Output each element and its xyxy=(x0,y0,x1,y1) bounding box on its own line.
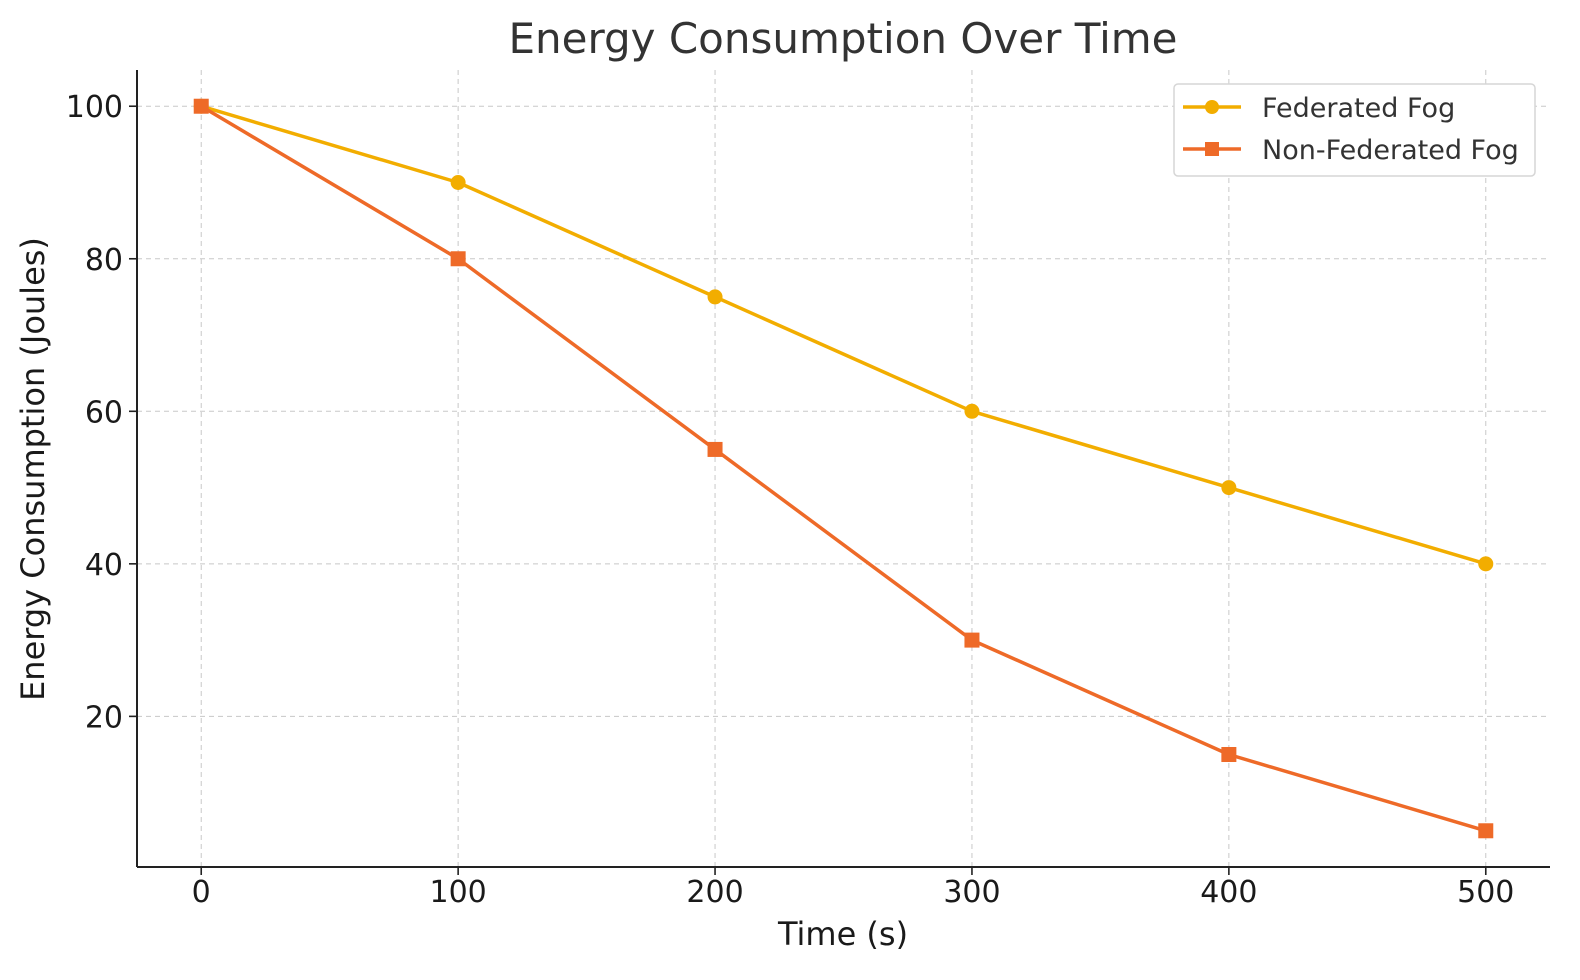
y-tick-label: 20 xyxy=(85,700,123,735)
data-point-federated-fog xyxy=(1478,556,1494,572)
data-point-non-federated-fog xyxy=(193,98,209,114)
data-point-federated-fog xyxy=(707,289,723,305)
x-tick-label: 0 xyxy=(192,875,211,910)
grid xyxy=(137,70,1550,867)
axes xyxy=(136,70,1550,868)
series xyxy=(193,98,1494,839)
y-tick-label: 100 xyxy=(66,90,123,125)
chart-title: Energy Consumption Over Time xyxy=(508,14,1177,63)
data-point-federated-fog xyxy=(1221,480,1237,496)
series-line-non-federated-fog xyxy=(200,104,1487,833)
x-tick-label: 500 xyxy=(1457,875,1514,910)
legend-marker-federated-fog xyxy=(1205,100,1219,114)
data-point-non-federated-fog xyxy=(450,251,466,267)
legend: Federated Fog Non-Federated Fog xyxy=(1173,83,1536,177)
x-tick-label: 300 xyxy=(943,875,1000,910)
legend-label-non-federated-fog: Non-Federated Fog xyxy=(1262,135,1519,166)
x-tick-label: 200 xyxy=(686,875,743,910)
x-tick-label: 100 xyxy=(430,875,487,910)
data-point-federated-fog xyxy=(450,174,466,190)
series-line-federated-fog xyxy=(200,104,1487,566)
data-point-non-federated-fog xyxy=(1478,823,1494,839)
legend-marker-non-federated-fog xyxy=(1205,142,1219,156)
legend-frame xyxy=(1173,83,1536,177)
data-point-federated-fog xyxy=(964,403,980,419)
data-point-non-federated-fog xyxy=(1221,747,1237,763)
data-point-non-federated-fog xyxy=(964,632,980,648)
data-point-non-federated-fog xyxy=(707,441,723,457)
y-tick-label: 40 xyxy=(85,548,123,583)
y-tick-label: 60 xyxy=(85,395,123,430)
ticks: 0 100 200 300 400 500 20 40 60 80 100 xyxy=(66,90,1515,910)
x-axis-title: Time (s) xyxy=(777,915,908,953)
y-tick-label: 80 xyxy=(85,243,123,278)
x-tick-label: 400 xyxy=(1200,875,1257,910)
y-axis-title: Energy Consumption (Joules) xyxy=(14,237,52,701)
legend-label-federated-fog: Federated Fog xyxy=(1262,93,1455,124)
